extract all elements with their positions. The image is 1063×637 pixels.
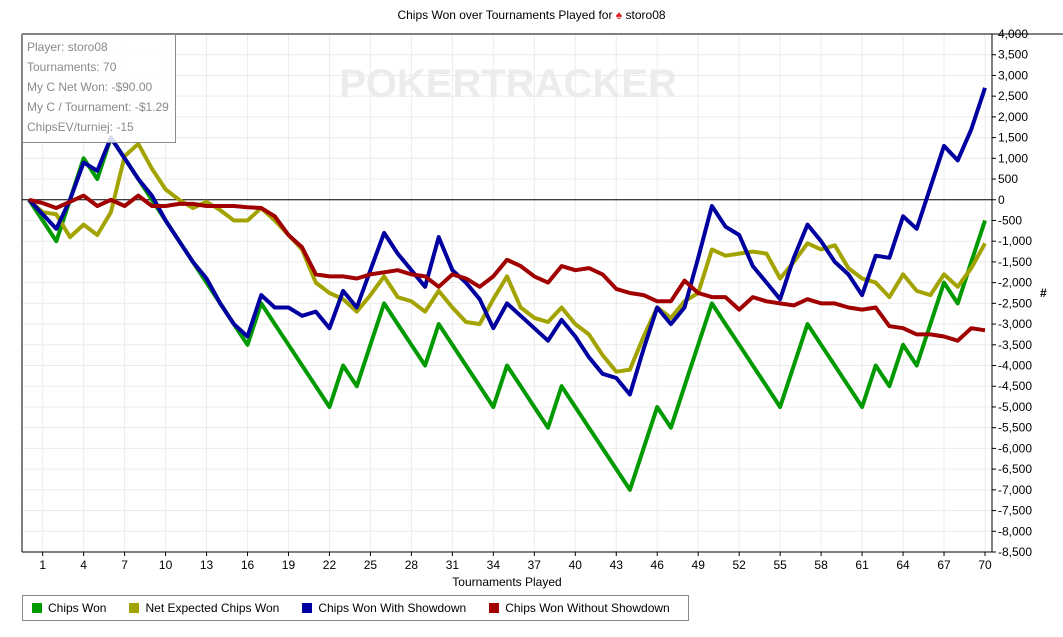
x-tick-label: 46 bbox=[651, 558, 665, 572]
y-tick-label: 1,000 bbox=[998, 151, 1028, 165]
chart-title: Chips Won over Tournaments Played for ♠ … bbox=[0, 8, 1063, 22]
legend-swatch bbox=[302, 603, 313, 613]
y-tick-label: -7,000 bbox=[998, 483, 1032, 497]
y-tick-label: -2,000 bbox=[998, 276, 1032, 290]
legend: Chips Won Net Expected Chips Won Chips W… bbox=[22, 595, 689, 621]
spade-icon: ♠ bbox=[615, 8, 623, 22]
y-tick-label: -3,000 bbox=[998, 317, 1032, 331]
info-tooltip: Player: storo08 Tournaments: 70 My C Net… bbox=[22, 34, 176, 143]
series-lines bbox=[27, 87, 987, 492]
x-tick-label: 58 bbox=[814, 558, 828, 572]
x-tick-label: 70 bbox=[978, 558, 992, 572]
x-tick-label: 16 bbox=[241, 558, 255, 572]
legend-label: Chips Won bbox=[48, 601, 107, 615]
y-tick-label: 3,000 bbox=[998, 68, 1028, 82]
info-per-tournament: My C / Tournament: -$1.29 bbox=[27, 100, 169, 114]
x-tick-label: 55 bbox=[773, 558, 787, 572]
y-tick-label: -4,000 bbox=[998, 359, 1032, 373]
x-tick-label: 4 bbox=[80, 558, 87, 572]
axes: 1 4 7 10 13 16 19 22 25 28 31 34 37 40 43 46 49 52 55 58 61 6… bbox=[21, 27, 1063, 572]
legend-item-without-showdown[interactable]: Chips Won Without Showdown bbox=[489, 601, 670, 615]
info-chipsev: ChipsEV/turniej: -15 bbox=[27, 120, 134, 134]
x-tick-label: 34 bbox=[487, 558, 501, 572]
y-tick-label: -8,500 bbox=[998, 545, 1032, 559]
x-tick-label: 61 bbox=[855, 558, 869, 572]
x-tick-label: 40 bbox=[569, 558, 583, 572]
legend-item-net-expected[interactable]: Net Expected Chips Won bbox=[129, 601, 279, 615]
y-tick-label: -8,000 bbox=[998, 524, 1032, 538]
legend-swatch bbox=[32, 603, 42, 613]
y-tick-label: -5,000 bbox=[998, 400, 1032, 414]
x-tick-label: 31 bbox=[446, 558, 460, 572]
y-tick-label: -6,000 bbox=[998, 441, 1032, 455]
y-tick-label: 2,500 bbox=[998, 89, 1028, 103]
x-tick-label: 7 bbox=[121, 558, 128, 572]
x-tick-label: 43 bbox=[610, 558, 624, 572]
x-tick-label: 22 bbox=[323, 558, 337, 572]
y-tick-label: -2,500 bbox=[998, 296, 1032, 310]
legend-swatch bbox=[129, 603, 140, 613]
series-line-net-expected-chips-won bbox=[27, 141, 987, 374]
x-tick-label: 10 bbox=[159, 558, 173, 572]
chart-title-text: Chips Won over Tournaments Played for bbox=[397, 8, 613, 22]
y-tick-label: -3,500 bbox=[998, 338, 1032, 352]
y-tick-label: 3,500 bbox=[998, 48, 1028, 62]
info-player: Player: storo08 bbox=[27, 40, 108, 54]
chart-title-player: storo08 bbox=[625, 8, 666, 22]
y-tick-label: -7,500 bbox=[998, 504, 1032, 518]
x-tick-label: 19 bbox=[282, 558, 296, 572]
x-tick-label: 28 bbox=[405, 558, 419, 572]
x-axis-label: Tournaments Played bbox=[452, 575, 562, 589]
y-tick-label: -1,500 bbox=[998, 255, 1032, 269]
x-tick-label: 37 bbox=[528, 558, 542, 572]
legend-item-chips-won[interactable]: Chips Won bbox=[32, 601, 106, 615]
y-tick-label: -500 bbox=[998, 213, 1022, 227]
x-tick-label: 52 bbox=[732, 558, 746, 572]
y-tick-label: 1,500 bbox=[998, 131, 1028, 145]
x-tick-label: 1 bbox=[39, 558, 46, 572]
info-tournaments: Tournaments: 70 bbox=[27, 60, 117, 74]
y-tick-label: -5,500 bbox=[998, 421, 1032, 435]
series-line-chips-won-without-showdown bbox=[28, 193, 986, 343]
watermark-logo: POKERTRACKER bbox=[339, 62, 677, 106]
x-tick-label: 25 bbox=[364, 558, 378, 572]
y-tick-label: 500 bbox=[998, 172, 1018, 186]
x-tick-label: 67 bbox=[937, 558, 951, 572]
legend-label: Net Expected Chips Won bbox=[145, 601, 280, 615]
y-axis-label: # bbox=[1040, 286, 1047, 300]
x-tick-label: 64 bbox=[896, 558, 910, 572]
y-tick-label: -1,000 bbox=[998, 234, 1032, 248]
y-tick-label: 0 bbox=[998, 193, 1005, 207]
legend-label: Chips Won Without Showdown bbox=[505, 601, 670, 615]
legend-swatch bbox=[489, 603, 500, 613]
x-tick-label: 49 bbox=[692, 558, 706, 572]
info-net-won: My C Net Won: -$90.00 bbox=[27, 80, 153, 94]
y-tick-label: -4,500 bbox=[998, 379, 1032, 393]
legend-label: Chips Won With Showdown bbox=[318, 601, 467, 615]
x-tick-label: 13 bbox=[200, 558, 214, 572]
y-tick-label: -6,500 bbox=[998, 462, 1032, 476]
legend-item-with-showdown[interactable]: Chips Won With Showdown bbox=[302, 601, 466, 615]
y-tick-label: 2,000 bbox=[998, 110, 1028, 124]
series-line-chips-won bbox=[27, 135, 987, 492]
series-line-chips-won-with-showdown bbox=[27, 87, 987, 397]
